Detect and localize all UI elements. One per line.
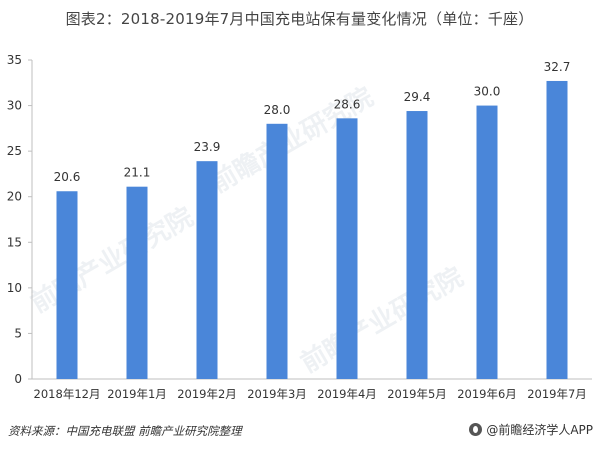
bar (266, 123, 288, 379)
data-label: 32.7 (544, 60, 571, 74)
bar (476, 105, 498, 380)
x-tick-label: 2019年5月 (387, 387, 447, 401)
y-tick-label: 25 (7, 144, 22, 158)
chart-title: 图表2：2018-2019年7月中国充电站保有量变化情况（单位：千座） (65, 10, 534, 28)
bar (546, 80, 568, 379)
x-tick-label: 2018年12月 (34, 387, 101, 401)
x-tick-label: 2019年6月 (457, 387, 517, 401)
brand-label: @前瞻经济学人APP (486, 423, 593, 437)
brand-logo: @前瞻经济学人APP (469, 421, 593, 438)
bar (336, 118, 358, 380)
y-tick-label: 30 (7, 99, 22, 113)
x-tick-label: 2019年1月 (107, 387, 167, 401)
x-tick-label: 2019年4月 (317, 387, 377, 401)
x-tick-label: 2019年3月 (247, 387, 307, 401)
bar (56, 191, 78, 379)
bar (406, 111, 428, 379)
x-tick-label: 2019年7月 (527, 387, 587, 401)
data-label: 30.0 (474, 85, 501, 99)
data-label: 23.9 (194, 140, 221, 154)
y-tick-label: 10 (7, 281, 22, 295)
y-tick-label: 5 (14, 326, 22, 340)
y-tick-label: 15 (7, 235, 22, 249)
brand-logo-icon (469, 423, 483, 436)
y-tick-label: 20 (7, 190, 22, 204)
bar (196, 161, 218, 379)
bar (126, 186, 148, 379)
data-label: 28.6 (334, 97, 361, 111)
y-tick-label: 35 (7, 53, 22, 67)
data-label: 21.1 (124, 166, 151, 180)
y-tick-label: 0 (14, 372, 22, 386)
data-label: 28.0 (264, 103, 291, 117)
source-note: 资料来源：中国充电联盟 前瞻产业研究院整理 (8, 424, 242, 438)
data-label: 29.4 (404, 90, 431, 104)
data-label: 20.6 (54, 170, 81, 184)
x-tick-label: 2019年2月 (177, 387, 237, 401)
